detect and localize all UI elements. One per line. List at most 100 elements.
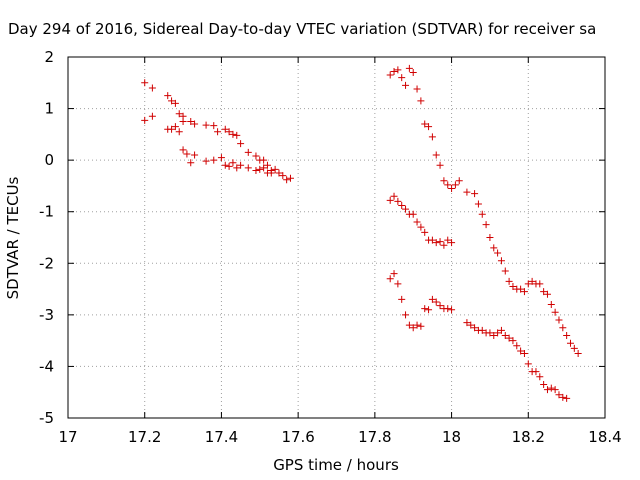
data-point (402, 205, 410, 213)
data-point (471, 190, 479, 198)
data-point (513, 342, 521, 350)
data-point (210, 122, 218, 130)
data-point (505, 334, 513, 342)
data-point (417, 322, 425, 330)
x-tick-label: 17.8 (358, 428, 391, 446)
data-point (432, 298, 440, 306)
data-point (409, 68, 417, 76)
data-point (210, 156, 218, 164)
data-point (497, 326, 505, 334)
y-tick-label: -2 (39, 254, 54, 272)
data-point (551, 308, 559, 316)
data-point (229, 159, 237, 167)
data-point (490, 244, 498, 252)
data-point (428, 295, 436, 303)
data-point (191, 151, 199, 159)
data-point (421, 228, 429, 236)
data-point (179, 146, 187, 154)
data-point (425, 123, 433, 131)
data-point (183, 150, 191, 158)
data-point (444, 236, 452, 244)
data-point (386, 275, 394, 283)
data-point (421, 305, 429, 313)
data-point (444, 181, 452, 189)
data-point (566, 339, 574, 347)
data-point (386, 71, 394, 79)
data-point (202, 157, 210, 165)
data-point (256, 165, 264, 173)
data-point (386, 196, 394, 204)
x-tick-label: 17 (58, 428, 77, 446)
data-point (148, 112, 156, 120)
data-point (398, 74, 406, 82)
data-point (171, 123, 179, 131)
y-tick-labels: -5 -4 -3 -2 -1 0 1 2 (39, 48, 54, 427)
data-point (524, 360, 532, 368)
data-point (217, 154, 225, 162)
data-point (532, 368, 540, 376)
x-tick-label: 17.4 (205, 428, 238, 446)
data-point (440, 241, 448, 249)
data-point (555, 391, 563, 399)
data-point (478, 326, 486, 334)
data-point (448, 306, 456, 314)
data-point (490, 331, 498, 339)
data-point (275, 169, 283, 177)
data-point (428, 236, 436, 244)
x-tick-label: 18.2 (512, 428, 545, 446)
chart-title: Day 294 of 2016, Sidereal Day-to-day VTE… (8, 20, 596, 38)
data-point (244, 148, 252, 156)
data-point (517, 285, 525, 293)
data-point (179, 117, 187, 125)
data-point (509, 337, 517, 345)
data-point (286, 174, 294, 182)
data-point (501, 267, 509, 275)
data-point (221, 125, 229, 133)
data-point (417, 97, 425, 105)
data-point (520, 288, 528, 296)
data-point (405, 321, 413, 329)
data-point (501, 331, 509, 339)
x-tick-label: 18 (442, 428, 461, 446)
data-point (244, 164, 252, 172)
data-point (141, 116, 149, 124)
data-point (405, 64, 413, 72)
data-point (540, 380, 548, 388)
y-tick-label: -5 (39, 409, 54, 427)
data-point (413, 85, 421, 93)
data-point (413, 218, 421, 226)
data-point (214, 128, 222, 136)
data-point (263, 161, 271, 169)
axis-ticks (67, 56, 606, 419)
data-point (394, 66, 402, 74)
data-point (440, 177, 448, 185)
x-tick-labels: 17 17.2 17.4 17.6 17.8 18 18.2 18.4 (58, 428, 621, 446)
data-point (390, 192, 398, 200)
data-point (233, 164, 241, 172)
data-point (164, 92, 172, 100)
x-tick-label: 17.2 (128, 428, 161, 446)
data-point (141, 79, 149, 87)
data-point (555, 316, 563, 324)
y-tick-label: -3 (39, 306, 54, 324)
data-point (421, 120, 429, 128)
data-point (168, 97, 176, 105)
data-point (252, 152, 260, 160)
data-point (455, 177, 463, 185)
data-point (570, 344, 578, 352)
data-point (398, 295, 406, 303)
data-point (279, 172, 287, 180)
data-point (497, 257, 505, 265)
data-point (463, 319, 471, 327)
data-point (474, 200, 482, 208)
data-point (436, 238, 444, 246)
data-point (171, 99, 179, 107)
data-point (225, 162, 233, 170)
data-point (444, 305, 452, 313)
data-point (148, 84, 156, 92)
data-point (543, 290, 551, 298)
data-point (436, 161, 444, 169)
y-tick-label: 0 (44, 151, 54, 169)
y-tick-label: 2 (44, 48, 54, 66)
